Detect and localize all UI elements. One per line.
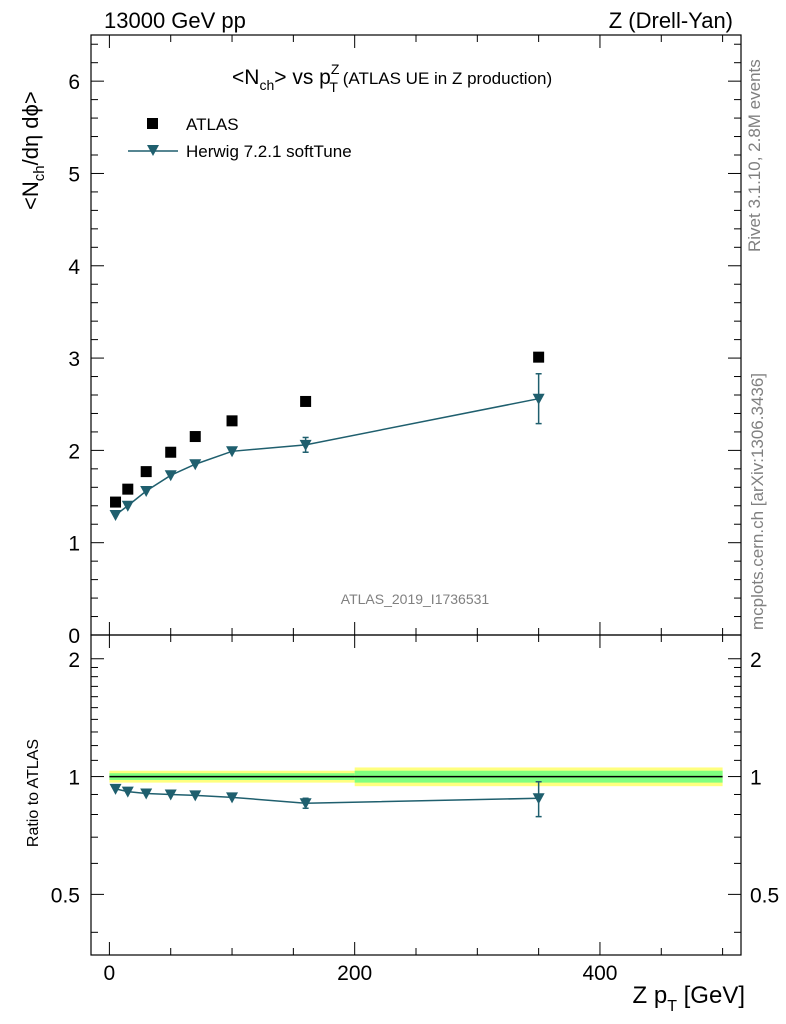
main-y-tick-label: 6 bbox=[68, 71, 80, 94]
ratio-uncertainty-bands bbox=[109, 767, 723, 787]
ratio-herwig-line bbox=[115, 788, 539, 804]
main-axis-ticks bbox=[91, 35, 741, 636]
herwig-point bbox=[299, 439, 312, 451]
atlas-point bbox=[110, 496, 122, 508]
ratio-herwig-point bbox=[226, 792, 239, 804]
atlas-point bbox=[140, 466, 152, 478]
ratio-herwig-point bbox=[109, 783, 122, 795]
ratio-herwig-point bbox=[121, 786, 134, 798]
ratio-herwig-point bbox=[189, 790, 202, 802]
atlas-point bbox=[165, 446, 177, 458]
herwig-series bbox=[109, 373, 545, 521]
legend-herwig-marker bbox=[147, 145, 159, 156]
ratio-y-tick-label-right: 2 bbox=[750, 649, 762, 672]
main-y-tick-label: 1 bbox=[68, 533, 80, 556]
main-y-tick-label: 2 bbox=[68, 440, 80, 463]
x-axis-label: Z pT [GeV] bbox=[633, 982, 746, 1015]
atlas-point bbox=[300, 395, 312, 407]
ratio-herwig-point bbox=[299, 798, 312, 810]
atlas-point bbox=[189, 431, 201, 443]
main-y-tick-label: 4 bbox=[68, 256, 80, 279]
ratio-axis-ticks bbox=[91, 635, 741, 955]
herwig-point bbox=[226, 446, 239, 458]
legend-atlas-label: ATLAS bbox=[186, 115, 239, 134]
herwig-line bbox=[115, 397, 539, 516]
herwig-point bbox=[140, 486, 153, 497]
atlas-series bbox=[110, 351, 545, 508]
ratio-y-tick-label-left: 0.5 bbox=[51, 884, 80, 907]
analysis-id: ATLAS_2019_I1736531 bbox=[341, 591, 490, 607]
rivet-label: Rivet 3.1.10, 2.8M events bbox=[745, 59, 764, 252]
legend-herwig-label: Herwig 7.2.1 softTune bbox=[186, 142, 352, 161]
ratio-herwig-point bbox=[164, 789, 177, 801]
x-tick-label: 200 bbox=[337, 962, 372, 985]
atlas-point bbox=[122, 483, 134, 495]
ratio-y-tick-label-left: 2 bbox=[68, 649, 80, 672]
legend: ATLAS Herwig 7.2.1 softTune bbox=[128, 115, 352, 161]
x-tick-label: 400 bbox=[582, 962, 617, 985]
main-y-tick-label: 5 bbox=[68, 163, 80, 186]
ratio-y-tick-labels: 0.5 0.5 1 1 2 2 bbox=[51, 649, 779, 908]
chart-title: <Nch> vs pZ T (ATLAS UE in Z production) bbox=[232, 61, 552, 95]
main-y-tick-labels: 0 1 2 3 4 5 6 bbox=[68, 71, 80, 648]
herwig-point bbox=[164, 470, 177, 482]
main-y-tick-label: 0 bbox=[68, 625, 80, 648]
header-right: Z (Drell-Yan) bbox=[609, 8, 733, 33]
x-tick-labels: 0 200 400 bbox=[104, 962, 618, 985]
main-y-tick-label: 3 bbox=[68, 348, 80, 371]
ratio-y-axis-label: Ratio to ATLAS bbox=[25, 739, 42, 847]
atlas-point bbox=[226, 415, 238, 427]
herwig-point bbox=[121, 500, 134, 512]
ratio-y-tick-label-right: 1 bbox=[750, 767, 762, 790]
ratio-herwig-point bbox=[532, 793, 545, 805]
herwig-point bbox=[532, 393, 545, 405]
herwig-point bbox=[109, 510, 122, 521]
x-tick-label: 0 bbox=[104, 962, 116, 985]
mcplots-label: mcplots.cern.ch [arXiv:1306.3436] bbox=[748, 373, 767, 630]
ratio-y-tick-label-left: 1 bbox=[68, 767, 80, 790]
legend-atlas-marker bbox=[147, 118, 158, 129]
ratio-herwig-point bbox=[140, 788, 153, 800]
ratio-y-tick-label-right: 0.5 bbox=[750, 884, 779, 907]
herwig-point bbox=[189, 459, 202, 471]
ratio-herwig-series bbox=[109, 780, 545, 818]
header-left: 13000 GeV pp bbox=[104, 8, 246, 33]
atlas-point bbox=[533, 351, 545, 363]
main-y-axis-label: <Nch/dη dϕ> bbox=[18, 91, 48, 210]
